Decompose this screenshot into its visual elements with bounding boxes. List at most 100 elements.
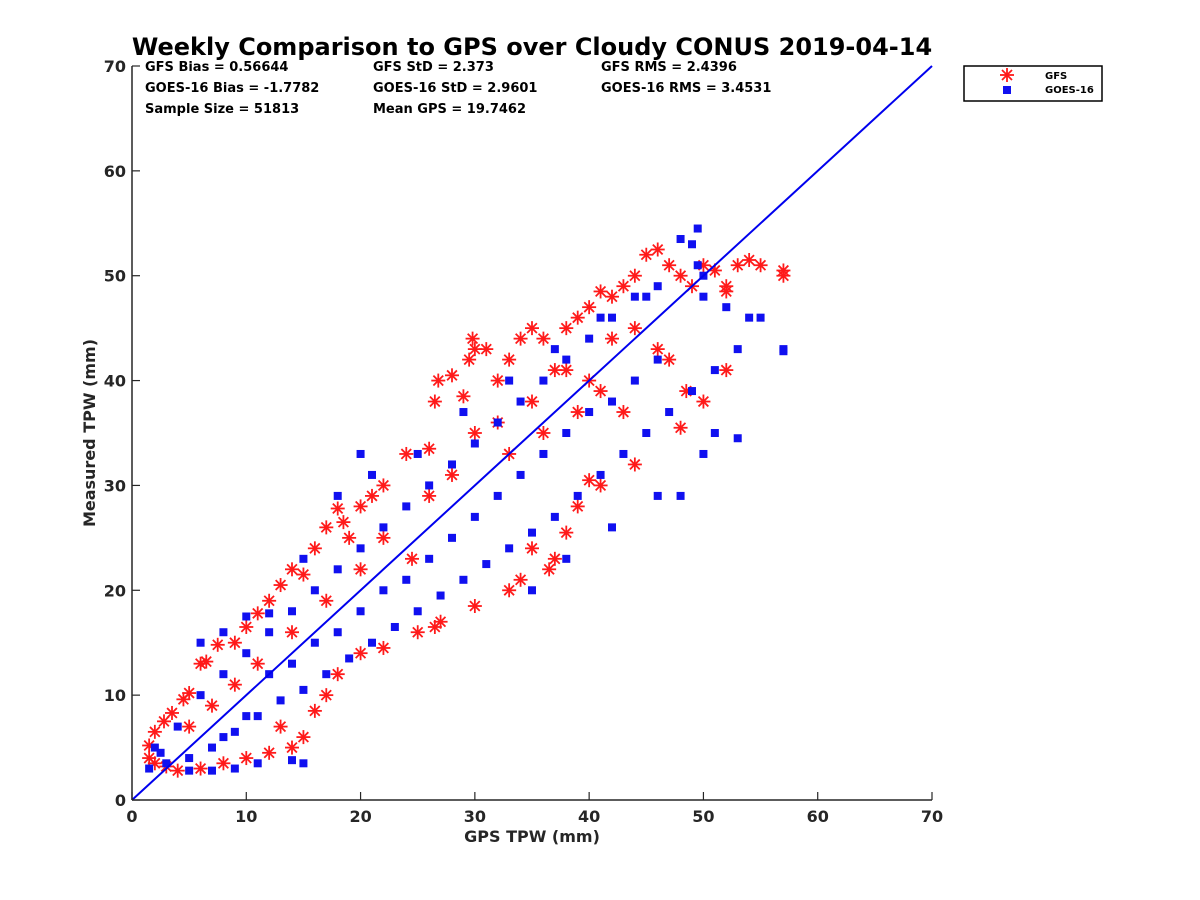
gfs-point [422, 441, 437, 456]
goes-point [699, 449, 708, 458]
goes-point [608, 313, 616, 322]
gfs-point [730, 258, 745, 273]
gfs-point [536, 331, 551, 346]
gfs-point [427, 619, 442, 634]
goes-point [608, 523, 616, 532]
gfs-point [273, 719, 288, 734]
gfs-point [673, 268, 688, 283]
gfs-point [616, 279, 631, 294]
goes-point [516, 397, 525, 406]
gfs-point [776, 263, 791, 278]
goes-point [733, 345, 742, 354]
gfs-point [376, 640, 391, 655]
stat-sample-size: Sample Size = 51813 [145, 102, 299, 117]
goes-point [368, 638, 376, 647]
x-tick-label: 50 [692, 807, 714, 826]
goes-point [459, 408, 468, 417]
stats-block: GFS Bias = 0.56644 GFS StD = 2.373 GFS R… [145, 60, 771, 117]
goes-point [162, 759, 171, 768]
gfs-point [719, 363, 734, 378]
goes-point [185, 754, 194, 763]
chart-title: Weekly Comparison to GPS over Cloudy CON… [132, 33, 932, 61]
legend-goes-marker [1003, 86, 1011, 94]
gfs-point [513, 331, 528, 346]
goes-point [482, 560, 491, 569]
goes-point [585, 408, 594, 417]
gfs-point [605, 289, 619, 304]
goes-point [265, 628, 274, 637]
gfs-point [296, 567, 311, 582]
gfs-point [410, 625, 425, 640]
stat-gfs-rms: GFS RMS = 2.4396 [601, 60, 737, 75]
legend-goes-label: GOES-16 [1045, 85, 1094, 96]
x-tick-label: 40 [578, 807, 600, 826]
goes-point [196, 691, 205, 700]
goes-point [493, 418, 502, 427]
goes-point [219, 733, 228, 742]
gfs-point [307, 703, 322, 718]
gfs-point [593, 284, 608, 299]
one-to-one-line [131, 65, 933, 801]
goes-point [402, 575, 411, 584]
goes-point [230, 764, 239, 773]
legend: GFS GOES-16 [963, 65, 1103, 102]
goes-point [156, 748, 165, 757]
gfs-point [422, 488, 437, 503]
stat-mean-gps: Mean GPS = 19.7462 [373, 102, 526, 117]
gfs-point [559, 363, 574, 378]
goes-point [693, 261, 702, 270]
goes-point [173, 722, 182, 731]
gfs-point [570, 499, 585, 514]
gfs-point [431, 373, 446, 388]
goes-point [379, 586, 388, 595]
legend-gfs-label: GFS [1045, 71, 1067, 82]
y-tick-label: 30 [104, 476, 126, 495]
gfs-point [467, 599, 482, 614]
goes-point [756, 313, 765, 322]
x-tick-label: 70 [921, 807, 943, 826]
gfs-point [570, 405, 585, 420]
goes-point [288, 756, 296, 765]
gfs-point [662, 352, 677, 367]
goes-point [470, 439, 479, 448]
y-tick-label: 50 [104, 267, 126, 286]
gfs-point [673, 420, 688, 435]
goes-point [642, 292, 651, 301]
goes-point [699, 292, 708, 301]
goes-point [562, 429, 571, 437]
goes-point [310, 638, 319, 647]
goes-point [288, 659, 296, 668]
legend-box [963, 65, 1103, 102]
goes-point [528, 528, 536, 537]
y-tick-label: 60 [104, 162, 126, 181]
stat-goes-bias: GOES-16 Bias = -1.7782 [145, 81, 319, 96]
goes-point [402, 502, 411, 511]
gfs-point [696, 394, 711, 409]
gfs-point [502, 583, 517, 598]
gfs-point [250, 606, 265, 621]
goes-point [550, 345, 559, 354]
gfs-point [650, 242, 665, 257]
gfs-point [142, 751, 157, 766]
x-axis-ticks: 0 10 20 30 40 50 60 70 [126, 792, 943, 826]
goes-point [219, 670, 228, 679]
gfs-point [336, 515, 351, 530]
gfs-point [467, 426, 482, 440]
gfs-point [742, 252, 757, 267]
y-tick-label: 20 [104, 581, 126, 600]
gfs-point [639, 247, 654, 262]
gfs-point [627, 268, 642, 283]
gfs-point [547, 363, 562, 378]
goes-point [562, 554, 571, 563]
goes-point [145, 764, 154, 773]
gfs-point [542, 562, 557, 577]
gfs-point [467, 342, 482, 357]
x-tick-label: 20 [349, 807, 371, 826]
goes-point [562, 355, 571, 364]
gfs-point [593, 384, 608, 399]
stat-goes-rms: GOES-16 RMS = 3.4531 [601, 81, 771, 96]
goes-point [276, 696, 285, 705]
goes-point [185, 766, 194, 775]
goes-point [322, 670, 331, 679]
y-tick-label: 70 [104, 57, 126, 76]
